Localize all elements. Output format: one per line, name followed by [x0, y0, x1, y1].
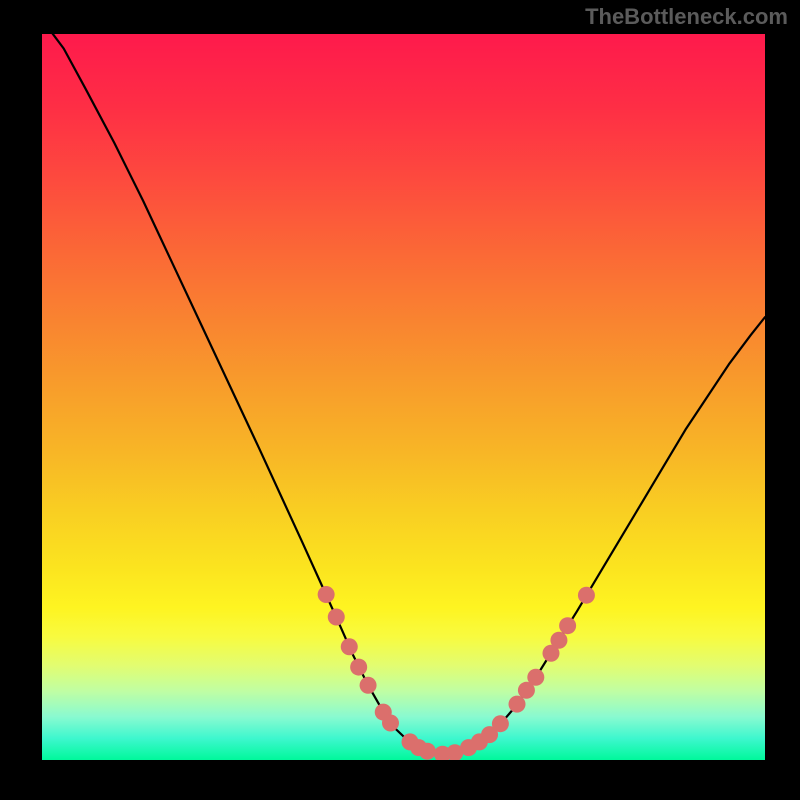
data-marker — [578, 587, 595, 604]
data-marker — [328, 608, 345, 625]
bottleneck-chart: TheBottleneck.com — [0, 0, 800, 800]
data-marker — [382, 714, 399, 731]
data-marker — [419, 743, 436, 760]
data-marker — [550, 632, 567, 649]
data-marker — [360, 677, 377, 694]
data-marker — [318, 586, 335, 603]
data-marker — [559, 617, 576, 634]
data-marker — [492, 715, 509, 732]
data-marker — [509, 696, 526, 713]
plot-background — [42, 34, 765, 760]
data-marker — [341, 638, 358, 655]
watermark-text: TheBottleneck.com — [585, 4, 788, 29]
data-marker — [527, 669, 544, 686]
data-marker — [350, 659, 367, 676]
